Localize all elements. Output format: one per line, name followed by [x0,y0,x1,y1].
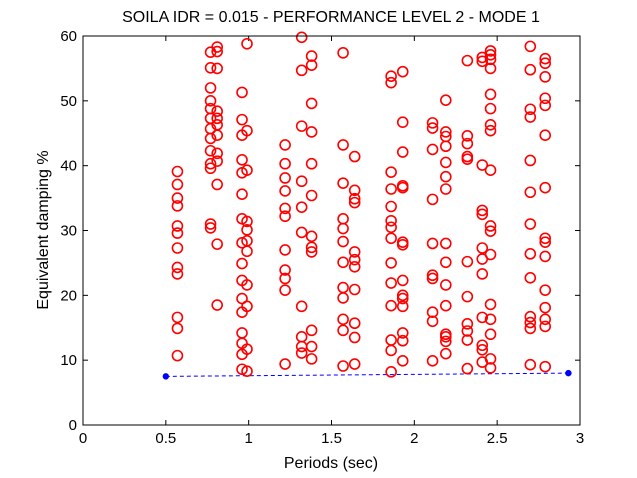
x-axis-label: Periods (sec) [284,455,378,472]
y-tick-label: 0 [69,417,77,434]
y-tick-label: 20 [60,287,77,304]
y-tick-label: 30 [60,223,77,240]
x-tick-label: 1.5 [321,430,342,447]
x-tick-label: 3 [576,430,584,447]
y-axis-label: Equivalent damping % [35,150,52,309]
fit-line-point [163,373,169,379]
y-tick-label: 10 [60,352,77,369]
x-tick-label: 0.5 [155,430,176,447]
fit-line-point [565,370,571,376]
x-tick-label: 2.5 [487,430,508,447]
y-tick-label: 60 [60,28,77,45]
y-tick-label: 40 [60,158,77,175]
y-tick-labels: 0 10 20 30 40 50 60 [60,28,77,434]
x-tick-label: 2 [410,430,418,447]
x-tick-labels: 0 0.5 1 1.5 2 2.5 3 [79,430,584,447]
x-tick-label: 1 [244,430,252,447]
y-tick-label: 50 [60,93,77,110]
x-tick-label: 0 [79,430,87,447]
chart-title: SOILA IDR = 0.015 - PERFORMANCE LEVEL 2 … [122,9,540,26]
plot-area [83,36,580,425]
